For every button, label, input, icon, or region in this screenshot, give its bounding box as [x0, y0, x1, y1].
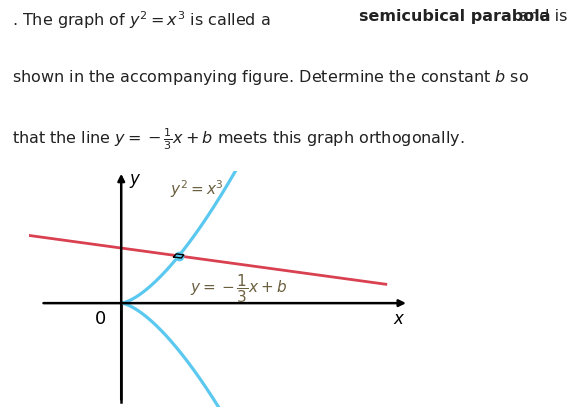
Text: . The graph of $y^2 = x^3$ is called a: . The graph of $y^2 = x^3$ is called a [12, 9, 272, 31]
Text: 0: 0 [95, 310, 106, 328]
Text: shown in the accompanying figure. Determine the constant $b$ so: shown in the accompanying figure. Determ… [12, 68, 529, 87]
Text: and is: and is [514, 9, 567, 24]
Text: $x$: $x$ [394, 310, 406, 328]
Text: $y$: $y$ [129, 172, 142, 190]
Text: that the line $y = -\frac{1}{3}x + b$ meets this graph orthogonally.: that the line $y = -\frac{1}{3}x + b$ me… [12, 126, 464, 152]
Text: semicubical parabola: semicubical parabola [359, 9, 551, 24]
Text: $y = -\dfrac{1}{3}x + b$: $y = -\dfrac{1}{3}x + b$ [190, 272, 287, 305]
Text: $y^2 = x^3$: $y^2 = x^3$ [169, 178, 223, 200]
